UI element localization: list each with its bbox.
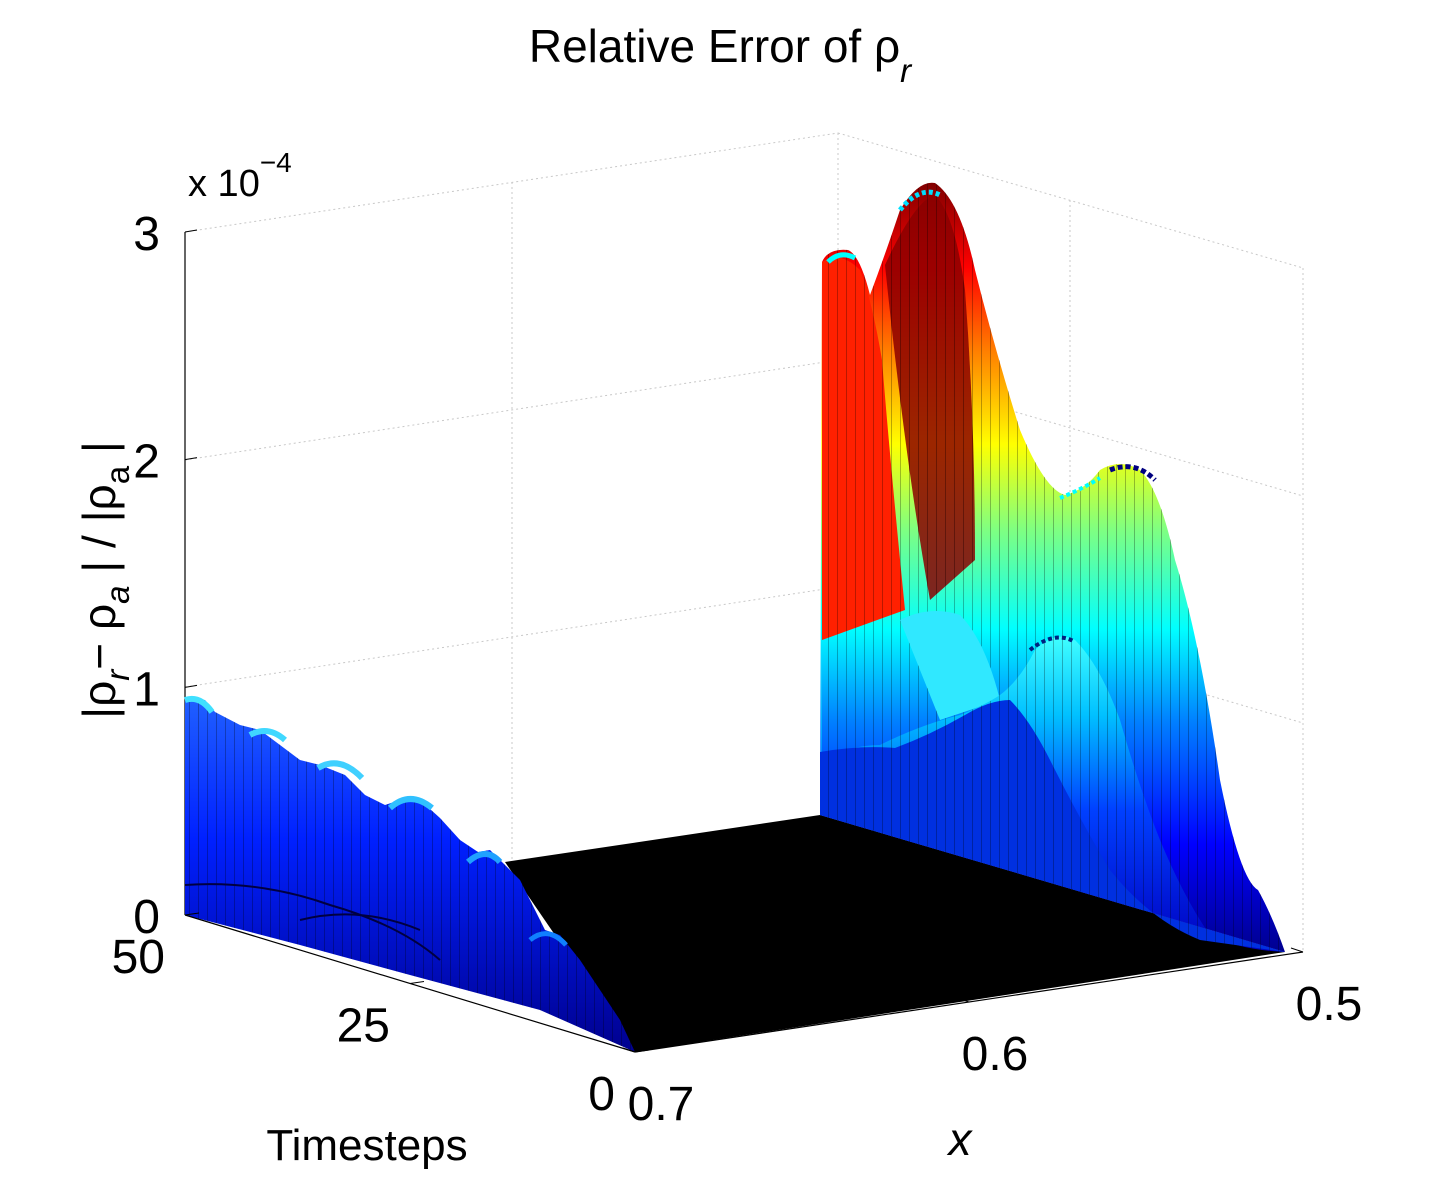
z-tick-label: 3 xyxy=(133,208,160,261)
z-tick-mark xyxy=(184,684,198,688)
timestep-tick-mark xyxy=(409,981,425,984)
right-region-surface xyxy=(820,182,1285,952)
x-tick-mark xyxy=(956,997,970,1003)
z-axis-label: |ρr− ρa | / |ρa | xyxy=(73,441,137,719)
x-tick-label: 0.6 xyxy=(962,1028,1029,1081)
z-tick-mark xyxy=(184,457,198,461)
x-tick-label: 0.5 xyxy=(1296,978,1363,1031)
timestep-tick-label: 0 xyxy=(588,1068,615,1121)
timestep-tick-group: 0 25 50 xyxy=(112,912,650,1121)
x-tick-label: 0.7 xyxy=(628,1078,695,1131)
x-axis-label: x xyxy=(947,1113,974,1165)
x-tick-mark xyxy=(622,1047,636,1053)
z-tick-label: 0 xyxy=(133,891,160,944)
x-tick-group: 0.5 0.6 0.7 xyxy=(622,947,1363,1131)
chart-title: Relative Error of ρr xyxy=(529,20,913,90)
z-exponent-label: x 10−4 xyxy=(188,147,292,205)
z-tick-label: 1 xyxy=(133,663,160,716)
z-tick-group: 0 1 2 3 xyxy=(133,208,198,944)
grid-line xyxy=(184,359,839,461)
left-region-surface xyxy=(184,695,635,1052)
surface-floor xyxy=(505,815,1285,1052)
box-edge xyxy=(837,132,1304,269)
z-tick-label: 2 xyxy=(133,436,160,489)
timestep-axis-label: Timesteps xyxy=(266,1121,467,1170)
timestep-tick-label: 25 xyxy=(337,1000,390,1053)
x-tick-mark xyxy=(1290,947,1304,953)
timestep-tick-mark xyxy=(184,912,200,916)
z-tick-mark xyxy=(184,229,198,233)
timestep-tick-label: 50 xyxy=(112,931,165,984)
